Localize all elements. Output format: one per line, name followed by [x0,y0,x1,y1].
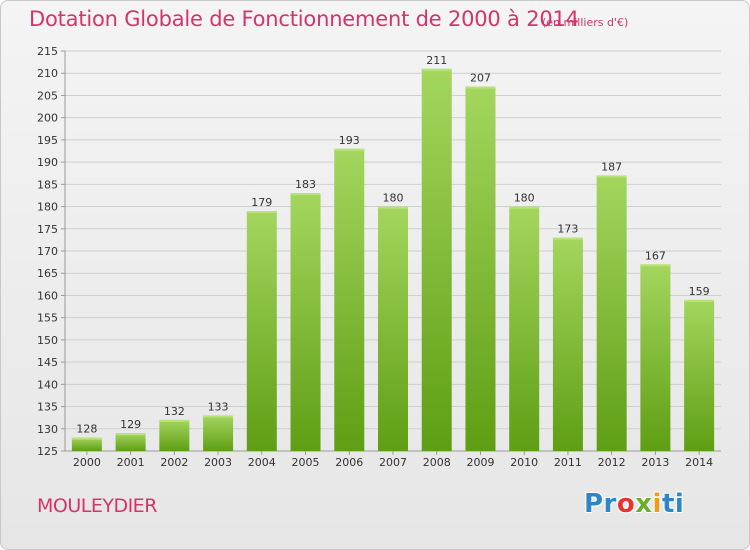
y-tick-label: 180 [37,201,58,214]
x-tick-label: 2004 [248,456,276,469]
bar [71,437,102,451]
value-label: 159 [689,285,710,298]
y-tick-label: 135 [37,401,58,414]
value-label: 211 [426,54,447,67]
x-tick-label: 2014 [685,456,713,469]
y-tick-label: 200 [37,112,58,125]
proxiti-logo: Proxiti [584,489,684,519]
y-tick-label: 125 [37,445,58,458]
bar-highlight [596,175,627,178]
y-tick-label: 155 [37,312,58,325]
x-tick-label: 2006 [335,456,363,469]
value-label: 187 [601,160,622,173]
logo-part: Pr [584,489,617,519]
bar [465,86,496,452]
x-tick-label: 2002 [160,456,188,469]
value-label: 128 [76,423,97,436]
bar [203,415,234,451]
y-tick-label: 130 [37,423,58,436]
bar [378,206,408,451]
bar-highlight [378,206,408,209]
y-tick-label: 185 [37,178,58,191]
x-tick-label: 2011 [554,456,582,469]
x-tick-label: 2007 [379,456,407,469]
bar-highlight [115,433,146,436]
bar-highlight [71,437,102,440]
bar [552,237,583,451]
bar [115,433,146,451]
value-label: 180 [383,192,404,205]
bar-highlight [159,419,190,422]
y-tick-label: 160 [37,289,58,302]
chart-unit-note: (en milliers d'€) [542,16,629,29]
bar-highlight [203,415,234,418]
bar [684,299,715,451]
value-label: 207 [470,72,491,85]
y-tick-label: 150 [37,334,58,347]
value-label: 133 [208,400,229,413]
bar-highlight [684,299,715,302]
value-label: 167 [645,249,666,262]
y-tick-label: 190 [37,156,58,169]
bar-highlight [509,206,540,209]
bar [640,264,671,451]
bar-highlight [552,237,583,240]
y-tick-label: 215 [37,45,58,58]
bar [159,419,190,451]
y-tick-label: 210 [37,67,58,80]
value-label: 180 [514,192,535,205]
x-tick-label: 2012 [598,456,626,469]
bars [71,68,715,452]
x-tick-label: 2013 [641,456,669,469]
bar [596,175,627,451]
value-label: 179 [251,196,272,209]
y-tick-label: 140 [37,378,58,391]
y-tick-label: 195 [37,134,58,147]
x-tick-label: 2001 [117,456,145,469]
bar-highlight [640,264,671,267]
x-tick-label: 2000 [73,456,101,469]
logo-part: ti [661,489,685,519]
value-label: 173 [557,223,578,236]
logo-part: o [616,489,636,519]
y-tick-label: 205 [37,89,58,102]
x-tick-label: 2010 [510,456,538,469]
bar-highlight [246,211,277,213]
x-tick-label: 2008 [423,456,451,469]
chart-title: Dotation Globale de Fonctionnement de 20… [29,7,579,31]
value-label: 132 [164,405,185,418]
bar [421,68,452,452]
bar-highlight [334,148,365,151]
labels: 125 130 135 140 145 150 155 160 165 170 175 180 185 1… [37,45,713,469]
value-label: 129 [120,418,141,431]
value-label: 193 [339,134,360,147]
bar [334,148,365,451]
x-tick-label: 2009 [466,456,494,469]
x-tick-label: 2005 [292,456,320,469]
bar [246,211,277,451]
bar-highlight [465,86,496,89]
logo-part: x [635,489,653,519]
commune-name: MOULEYDIER [37,495,157,517]
bar [509,206,540,451]
value-label: 183 [295,178,316,191]
logo-part: i [652,489,662,519]
x-tick-label: 2003 [204,456,232,469]
bar-highlight [421,68,452,71]
y-tick-label: 165 [37,267,58,280]
bar-highlight [290,193,321,196]
y-tick-label: 145 [37,356,58,369]
y-tick-label: 175 [37,223,58,236]
bar [290,193,321,451]
y-tick-label: 170 [37,245,58,258]
